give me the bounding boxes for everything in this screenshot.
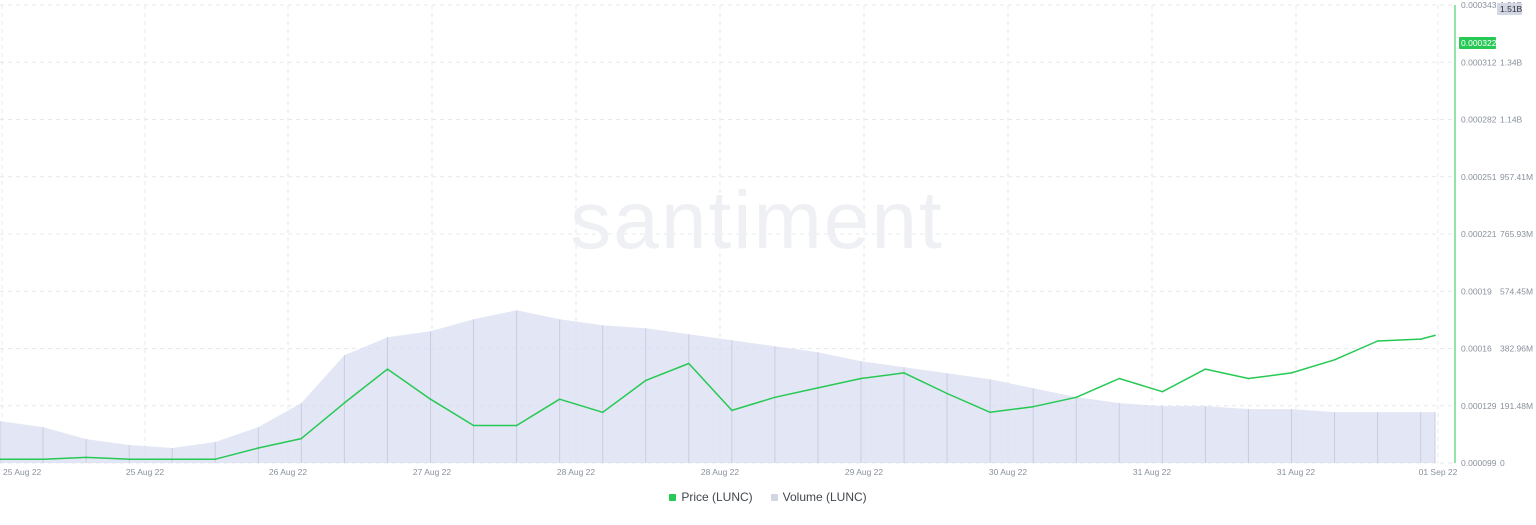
x-tick-label: 31 Aug 22 [1277, 467, 1316, 477]
price-point [1419, 338, 1422, 340]
price-point [601, 411, 604, 414]
price-point [644, 379, 647, 382]
legend-item-volume[interactable]: Volume (LUNC) [770, 490, 867, 504]
volume-layer [0, 310, 1436, 463]
price-point [688, 362, 690, 365]
price-point [1333, 358, 1336, 361]
price-point [860, 377, 862, 380]
price-point [817, 387, 819, 389]
volume-area [0, 310, 1435, 463]
price-swatch [669, 493, 677, 501]
volume-tick-label: 765.93M [1500, 229, 1533, 239]
volume-tick-label: 0 [1500, 458, 1505, 468]
volume-tick-label: 957.41M [1500, 172, 1533, 182]
price-point [1290, 372, 1293, 374]
volume-tick-label: 382.96M [1500, 344, 1533, 354]
price-point [1032, 405, 1034, 408]
price-point [0, 458, 1, 461]
price-tick-label: 0.00019 [1461, 286, 1492, 296]
price-tick-label: 0.000343 [1461, 0, 1497, 10]
price-point [774, 396, 776, 399]
grid-layer [0, 4, 1452, 464]
price-point [1204, 368, 1207, 370]
price-layer [0, 334, 1436, 461]
x-tick-label: 27 Aug 22 [413, 467, 452, 477]
axis-layer: 0.000099 0 0.000129 191.48M 0.00016 382.96M 0.… [3, 0, 1533, 477]
current-price-badge [1459, 37, 1496, 49]
x-tick-label: 01 Sep 22 [1419, 467, 1458, 477]
price-point [515, 424, 518, 427]
price-point [472, 424, 475, 427]
price-tick-label: 0.000251 [1461, 172, 1497, 182]
price-point [300, 437, 303, 440]
price-point [343, 402, 346, 404]
price-point [257, 447, 260, 449]
volume-tick-label: 574.45M [1500, 286, 1533, 296]
price-point [1247, 377, 1250, 380]
watermark: santiment [570, 175, 944, 266]
price-point [989, 411, 991, 414]
price-point [1075, 396, 1078, 399]
volume-tick-label: 1.34B [1500, 57, 1523, 67]
x-tick-label: 29 Aug 22 [845, 467, 884, 477]
price-point [1161, 390, 1164, 393]
x-tick-label: 25 Aug 22 [3, 467, 42, 477]
volume-tick-label: 191.48M [1500, 401, 1533, 411]
price-point [1118, 377, 1121, 380]
price-point [731, 409, 733, 412]
legend-volume-label: Volume (LUNC) [782, 490, 867, 504]
price-tick-label: 0.000282 [1461, 115, 1497, 125]
volume-tick-label: 1.14B [1500, 115, 1523, 125]
price-tick-label: 0.000099 [1461, 458, 1497, 468]
price-tick-label: 0.000312 [1461, 57, 1497, 67]
price-point [1434, 334, 1436, 337]
price-point [85, 456, 87, 459]
price-point [128, 458, 130, 461]
volume-swatch [770, 493, 778, 501]
price-tick-label: 0.00016 [1461, 344, 1492, 354]
price-point [946, 392, 948, 395]
x-tick-label: 26 Aug 22 [269, 467, 308, 477]
price-point [171, 458, 173, 461]
x-tick-label: 25 Aug 22 [126, 467, 165, 477]
current-volume-label: 1.51B [1500, 4, 1523, 14]
x-tick-label: 28 Aug 22 [701, 467, 740, 477]
price-point [42, 458, 44, 461]
x-tick-label: 28 Aug 22 [557, 467, 596, 477]
price-point [429, 398, 432, 400]
price-tick-label: 0.000129 [1461, 401, 1497, 411]
legend-price-label: Price (LUNC) [681, 490, 753, 504]
price-point [903, 372, 905, 374]
current-price-label: 0.000322 [1461, 38, 1497, 48]
price-point [386, 368, 389, 370]
price-tick-label: 0.000221 [1461, 229, 1497, 239]
legend-item-price[interactable]: Price (LUNC) [669, 490, 753, 504]
x-tick-label: 30 Aug 22 [989, 467, 1028, 477]
price-point [1376, 340, 1379, 342]
legend: Price (LUNC) Volume (LUNC) [0, 490, 1536, 504]
price-point [214, 458, 217, 461]
x-tick-label: 31 Aug 22 [1133, 467, 1172, 477]
price-point [558, 398, 561, 400]
current-volume-badge [1497, 3, 1522, 15]
